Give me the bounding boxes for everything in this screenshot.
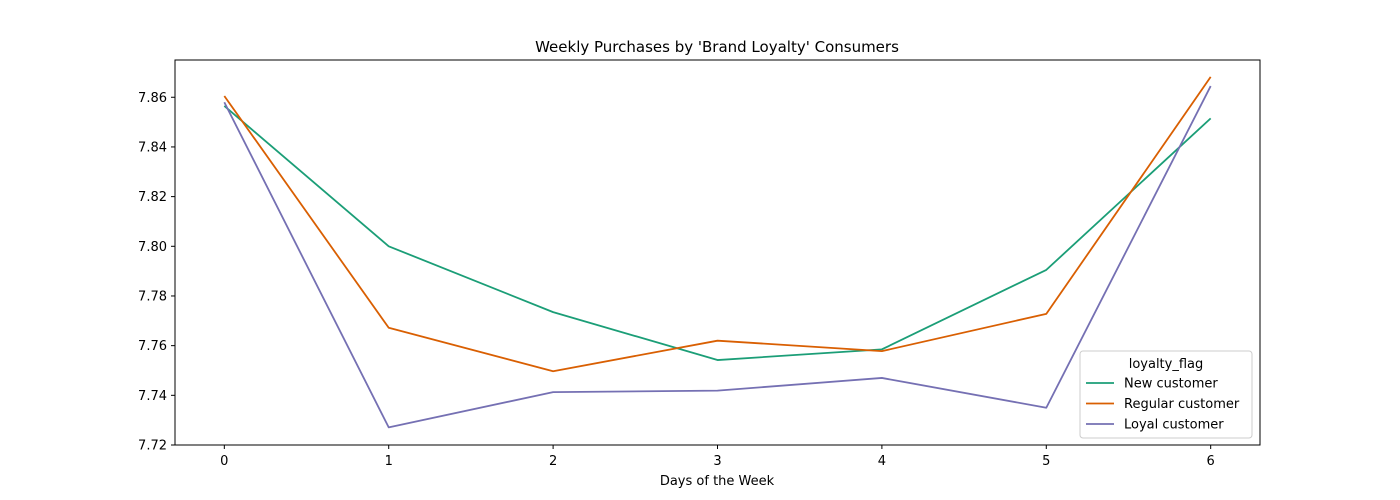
y-tick-label: 7.78 <box>138 289 167 304</box>
x-tick-label: 1 <box>385 454 393 469</box>
series-line-regular-customer <box>223 76 1212 373</box>
x-tick-label: 2 <box>549 454 557 469</box>
y-tick-label: 7.74 <box>138 389 167 404</box>
chart-title: Weekly Purchases by 'Brand Loyalty' Cons… <box>535 38 899 56</box>
series-line-new-customer <box>223 105 1212 361</box>
legend-label-new-customer: New customer <box>1124 377 1218 392</box>
legend-box <box>1079 350 1253 439</box>
x-tick-label: 0 <box>220 454 228 469</box>
legend-label-loyal-customer: Loyal customer <box>1124 418 1224 433</box>
y-tick-label: 7.76 <box>138 339 167 354</box>
x-axis: 0 1 2 3 4 5 6 <box>220 445 1215 469</box>
legend-label-regular-customer: Regular customer <box>1124 397 1240 412</box>
x-tick-label: 3 <box>713 454 721 469</box>
y-tick-label: 7.80 <box>138 240 167 255</box>
x-tick-label: 4 <box>878 454 886 469</box>
legend-items: New customer Regular customer Loyal custom… <box>1086 377 1240 433</box>
y-tick-label: 7.72 <box>138 439 167 454</box>
y-axis: 7.72 7.74 7.76 7.78 7.80 7.82 7.84 7.86 <box>138 91 175 454</box>
legend-title: loyalty_flag <box>1129 357 1204 372</box>
x-axis-label: Days of the Week <box>660 474 775 489</box>
x-tick-label: 5 <box>1042 454 1050 469</box>
series-group <box>223 76 1212 429</box>
x-tick-label: 6 <box>1207 454 1215 469</box>
y-tick-label: 7.82 <box>138 190 167 205</box>
y-tick-label: 7.86 <box>138 91 167 106</box>
series-line-loyal-customer <box>223 85 1212 429</box>
legend: loyalty_flag New customer Regular custome… <box>1079 350 1253 439</box>
y-tick-label: 7.84 <box>138 140 167 155</box>
